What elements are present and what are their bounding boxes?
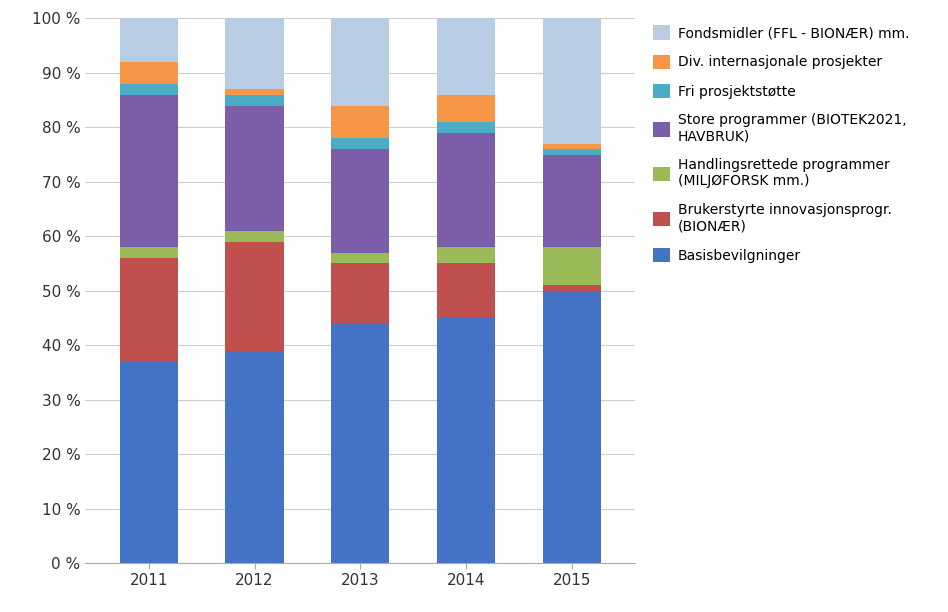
Legend: Fondsmidler (FFL - BIONÆR) mm., Div. internasjonale prosjekter, Fri prosjektstøt: Fondsmidler (FFL - BIONÆR) mm., Div. int… <box>653 25 909 263</box>
Bar <box>437 247 495 263</box>
Bar <box>542 144 601 149</box>
Bar <box>331 263 390 323</box>
Bar <box>542 154 601 247</box>
Bar <box>226 351 283 563</box>
Bar <box>331 18 390 105</box>
Bar <box>226 242 283 351</box>
Bar <box>542 247 601 285</box>
Bar <box>437 318 495 563</box>
Bar <box>226 89 283 95</box>
Bar <box>331 323 390 563</box>
Bar <box>226 95 283 105</box>
Bar <box>119 258 178 362</box>
Bar <box>331 253 390 263</box>
Bar <box>226 105 283 231</box>
Bar <box>437 263 495 318</box>
Bar <box>542 18 601 144</box>
Bar <box>119 247 178 258</box>
Bar <box>226 231 283 242</box>
Bar <box>437 133 495 247</box>
Bar <box>542 285 601 291</box>
Bar <box>226 18 283 89</box>
Bar <box>542 149 601 154</box>
Bar <box>119 18 178 62</box>
Bar <box>437 122 495 133</box>
Bar <box>437 18 495 95</box>
Bar <box>331 105 390 138</box>
Bar <box>119 62 178 84</box>
Bar <box>119 84 178 95</box>
Bar <box>542 291 601 563</box>
Bar <box>119 362 178 563</box>
Bar <box>119 95 178 247</box>
Bar <box>331 138 390 149</box>
Bar <box>437 95 495 122</box>
Bar <box>331 149 390 253</box>
